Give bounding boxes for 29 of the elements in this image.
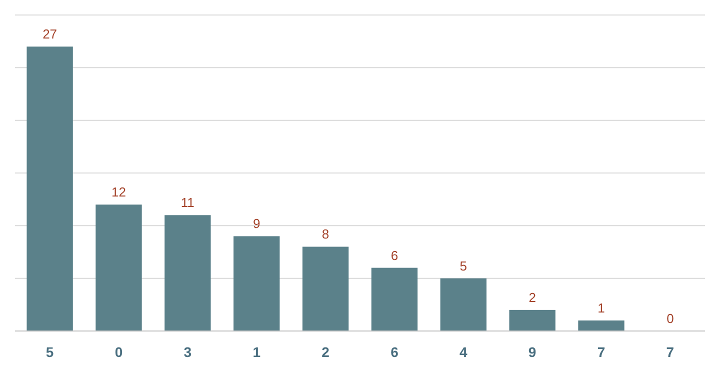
bar [509,310,556,331]
x-tick-label: 7 [666,344,674,360]
data-label: 6 [390,248,398,263]
x-tick-label: 9 [528,344,536,360]
data-label: 0 [666,311,674,326]
x-tick-label: 1 [252,344,261,360]
x-tick-label: 4 [460,344,468,360]
x-tick-label: 2 [322,344,330,360]
x-tick-label: 7 [597,344,606,360]
x-tick-label: 6 [390,344,399,360]
data-label: 12 [112,184,126,200]
x-tick-label: 5 [46,344,54,360]
bar [371,268,418,331]
bar [302,246,349,331]
data-label: 8 [322,226,330,242]
data-label: 1 [598,300,605,316]
data-label: 27 [42,26,58,42]
bar [26,46,73,331]
data-label: 2 [528,290,536,305]
bar [578,320,624,331]
data-label: 11 [180,195,194,210]
data-label: 9 [252,216,260,232]
x-tick-label: 0 [114,344,123,360]
bar [440,278,486,331]
data-label: 5 [460,258,468,274]
bar [164,215,211,331]
bar [96,204,142,331]
x-tick-label: 3 [184,344,192,360]
bar [234,236,280,331]
